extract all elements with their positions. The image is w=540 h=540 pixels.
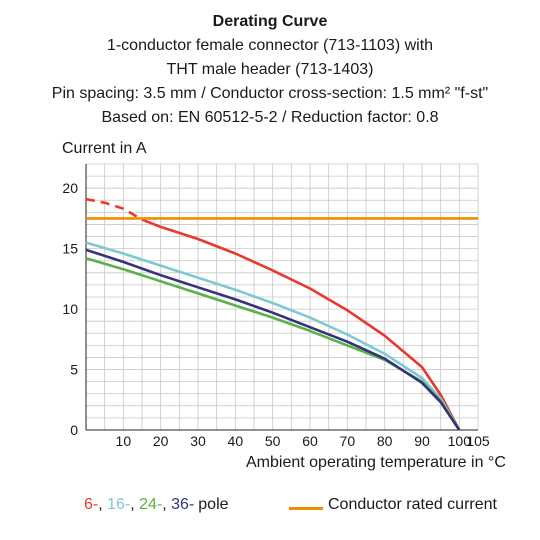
chart-subtitle-2: THT male header (713-1403) [166, 61, 374, 78]
legend-pole-item: pole [198, 496, 229, 513]
series-line-16 [85, 241, 461, 431]
x-tick-label: 10 [116, 433, 132, 449]
legend-pole-item: 16- [107, 496, 131, 513]
y-tick-label: 10 [62, 301, 78, 317]
series-line-6 [141, 218, 461, 431]
y-tick-label: 0 [70, 422, 78, 438]
legend-pole-item: 6- [84, 496, 99, 513]
legend-pole-item: , [98, 496, 108, 513]
x-tick-label: 100 [448, 433, 472, 449]
x-tick-label: 40 [228, 433, 244, 449]
legend-pole-item: 24- [139, 496, 163, 513]
y-tick-label: 15 [62, 241, 78, 257]
pole-legend: 6-, 16-, 24-, 36- pole [84, 496, 229, 514]
chart-subtitle-3: Pin spacing: 3.5 mm / Conductor cross-se… [51, 85, 489, 102]
legend-pole-item: , [130, 496, 140, 513]
x-tick-label: 80 [377, 433, 393, 449]
series-line-6-dashed [85, 197, 143, 221]
x-tick-label: 30 [190, 433, 206, 449]
rated-current-legend-label: Conductor rated current [328, 496, 497, 513]
legend-pole-item: , [162, 496, 172, 513]
x-tick-label: 20 [153, 433, 169, 449]
y-tick-label: 5 [70, 362, 78, 378]
series-line-36 [85, 248, 461, 431]
chart-subtitle-1: 1-conductor female connector (713-1103) … [106, 37, 434, 54]
rated-current-legend-line [289, 507, 323, 510]
chart-header: Derating Curve 1-conductor female connec… [0, 10, 540, 130]
x-tick-label: 50 [265, 433, 281, 449]
x-tick-label: 60 [302, 433, 318, 449]
x-tick-label: 105 [466, 433, 490, 449]
legend-pole-item: 36- [171, 496, 195, 513]
x-axis-label: Ambient operating temperature in °C [246, 454, 506, 471]
x-tick-label: 90 [414, 433, 430, 449]
chart-title: Derating Curve [212, 13, 328, 30]
y-axis-label: Current in A [62, 140, 147, 157]
y-tick-label: 20 [62, 180, 78, 196]
x-tick-label: 70 [340, 433, 356, 449]
chart-subtitle-4: Based on: EN 60512-5-2 / Reduction facto… [101, 109, 439, 126]
